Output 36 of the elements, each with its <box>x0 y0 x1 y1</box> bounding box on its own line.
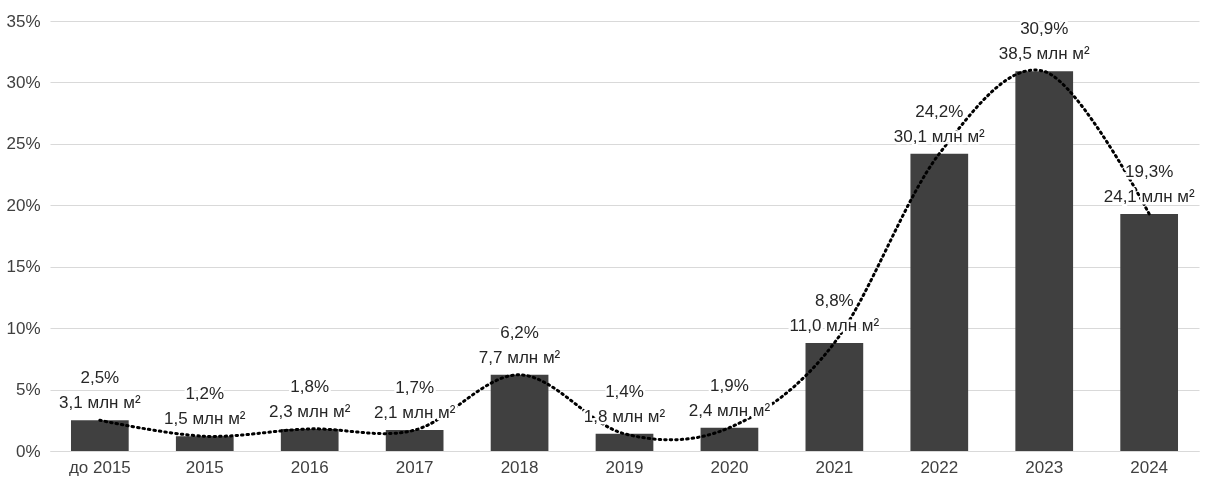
text: 30,9% 38,5 млн м² <box>998 19 1090 64</box>
x-tick-label: 2020 <box>710 457 749 477</box>
text: 19,3% 24,1 млн м² <box>1103 161 1195 206</box>
x-tick-label: 2021 <box>815 457 854 477</box>
x-tick-label: 2023 <box>1025 457 1064 477</box>
y-tick-label: 25% <box>6 134 41 154</box>
bar <box>1120 213 1179 451</box>
text: 1,8% 2,3 млн м² <box>268 376 351 421</box>
bar <box>70 420 129 451</box>
x-tick-label: 2015 <box>185 457 224 477</box>
y-tick-label: 10% <box>6 318 41 338</box>
x-tick-label: 2019 <box>605 457 644 477</box>
y-tick-label: 5% <box>15 380 41 400</box>
bar <box>910 153 969 451</box>
x-tick-label: 2017 <box>395 457 434 477</box>
bar <box>490 374 549 451</box>
text: 6,2% 7,7 млн м² <box>478 322 561 367</box>
y-tick-label: 0% <box>15 441 41 461</box>
text: 1,2% 1,5 млн м² <box>164 384 246 429</box>
bar <box>1015 71 1074 451</box>
bar <box>385 430 444 451</box>
y-tick-label: 20% <box>6 195 41 215</box>
x-tick-label: до 2015 <box>68 457 131 477</box>
y-tick-label: 15% <box>6 257 41 277</box>
x-tick-label: 2018 <box>500 457 539 477</box>
bar <box>805 342 864 451</box>
y-tick-label: 35% <box>6 11 41 31</box>
bar <box>280 428 339 451</box>
y-tick-label: 30% <box>6 72 41 92</box>
bar <box>700 427 759 451</box>
text: 2,5% 3,1 млн м² <box>59 368 141 413</box>
x-tick-label: 2024 <box>1130 457 1169 477</box>
bar <box>595 433 654 451</box>
bar <box>175 436 234 451</box>
x-tick-label: 2016 <box>290 457 329 477</box>
x-tick-label: 2022 <box>920 457 959 477</box>
